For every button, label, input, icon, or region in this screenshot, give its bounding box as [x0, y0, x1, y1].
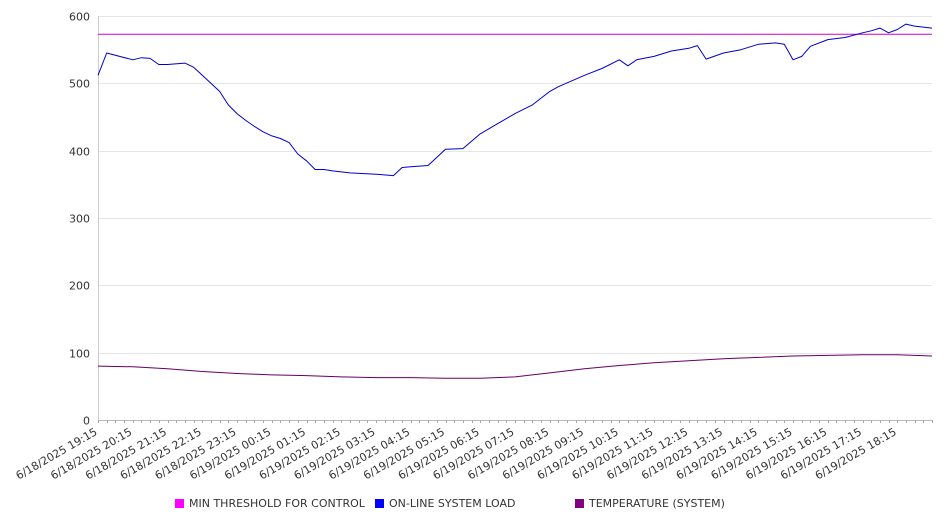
y-tick-label-100: 100	[69, 348, 90, 361]
y-tick-label-0: 0	[83, 415, 90, 428]
legend-label: TEMPERATURE (SYSTEM)	[589, 497, 725, 510]
legend-item: ON-LINE SYSTEM LOAD	[375, 497, 515, 510]
legend-label: ON-LINE SYSTEM LOAD	[389, 497, 516, 510]
y-tick-label-300: 300	[69, 213, 90, 226]
y-tick-label-600: 600	[69, 11, 90, 24]
y-tick-label-500: 500	[69, 78, 90, 91]
legend-swatch	[375, 499, 384, 508]
legend-swatch	[575, 499, 584, 508]
series-line-temperature-system	[97, 354, 933, 379]
series-line-on-line-system-load	[97, 23, 933, 177]
y-tick-label-400: 400	[69, 146, 90, 159]
legend-item: TEMPERATURE (SYSTEM)	[575, 497, 725, 510]
legend-item: MIN THRESHOLD FOR CONTROL	[175, 497, 365, 510]
legend: MIN THRESHOLD FOR CONTROL ON-LINE SYSTEM …	[0, 497, 946, 517]
legend-label: MIN THRESHOLD FOR CONTROL	[189, 497, 365, 510]
legend-swatch	[175, 499, 184, 508]
y-tick-label-200: 200	[69, 280, 90, 293]
